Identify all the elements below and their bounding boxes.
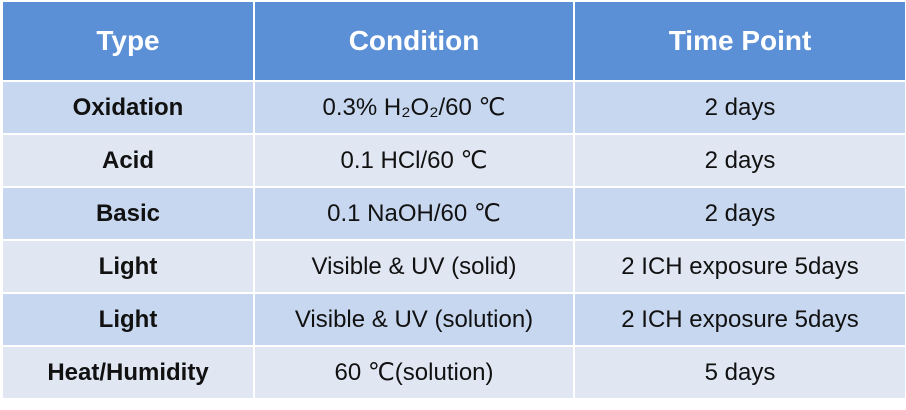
table-cell: 2 days — [573, 80, 906, 135]
table-body: Oxidation 0.3% H₂O₂/60 ℃ 2 days Acid 0.1 HCl… — [1, 80, 906, 400]
table-cell: Visible & UV (solid) — [253, 239, 575, 294]
table-cell: 0.1 HCl/60 ℃ — [253, 133, 575, 188]
table-cell: 0.3% H₂O₂/60 ℃ — [253, 80, 575, 135]
table-cell: 2 days — [573, 133, 906, 188]
header-row: Type Condition Time Point — [1, 0, 906, 82]
table-cell: Visible & UV (solution) — [253, 292, 575, 347]
header-cell: Type — [1, 0, 255, 82]
type-cell: Basic — [1, 186, 255, 241]
header-cell: Time Point — [573, 0, 906, 82]
table-row: Acid 0.1 HCl/60 ℃ 2 days — [1, 133, 906, 188]
table-row: Basic 0.1 NaOH/60 ℃ 2 days — [1, 186, 906, 241]
table-cell: 2 ICH exposure 5days — [573, 239, 906, 294]
table-row: Heat/Humidity 60 ℃(solution) 5 days — [1, 345, 906, 400]
type-cell: Heat/Humidity — [1, 345, 255, 400]
stress-table: Type Condition Time Point Oxidation 0.3% H₂… — [1, 0, 906, 400]
table-row: Light Visible & UV (solution) 2 ICH exposu… — [1, 292, 906, 347]
table-cell: 2 days — [573, 186, 906, 241]
table-cell: 5 days — [573, 345, 906, 400]
table-row: Light Visible & UV (solid) 2 ICH exposure … — [1, 239, 906, 294]
table-row: Oxidation 0.3% H₂O₂/60 ℃ 2 days — [1, 80, 906, 135]
type-cell: Light — [1, 292, 255, 347]
table-cell: 0.1 NaOH/60 ℃ — [253, 186, 575, 241]
type-cell: Light — [1, 239, 255, 294]
table-cell: 2 ICH exposure 5days — [573, 292, 906, 347]
type-cell: Oxidation — [1, 80, 255, 135]
table-cell: 60 ℃(solution) — [253, 345, 575, 400]
header-cell: Condition — [253, 0, 575, 82]
type-cell: Acid — [1, 133, 255, 188]
